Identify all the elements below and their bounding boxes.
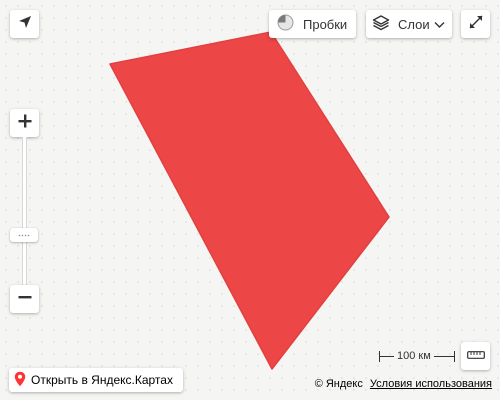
map-pin-icon: [14, 371, 26, 390]
ruler-button[interactable]: [461, 342, 490, 370]
zoom-out-button[interactable]: [10, 285, 39, 313]
copyright-block: © Яндекс Условия использования: [315, 377, 492, 391]
layers-button[interactable]: Слои: [366, 10, 452, 38]
grip-icon: [18, 233, 30, 237]
zoom-slider-handle[interactable]: [10, 228, 38, 242]
plus-icon: [18, 114, 32, 133]
zoom-in-button[interactable]: [10, 109, 39, 137]
open-in-yandex-maps-link[interactable]: Открыть в Яндекс.Картах: [9, 368, 183, 392]
layers-label: Слои: [398, 16, 430, 32]
copyright-text: © Яндекс: [314, 378, 363, 390]
geolocation-button[interactable]: [10, 10, 39, 38]
fullscreen-button[interactable]: [461, 10, 490, 38]
geolocation-arrow-icon: [18, 15, 32, 34]
traffic-light-icon: [277, 14, 294, 34]
highlighted-region-polygon[interactable]: [109, 31, 390, 370]
scale-tick-right: [454, 351, 455, 362]
scale-label: 100 км: [394, 349, 434, 363]
ruler-icon: [466, 347, 485, 365]
traffic-label: Пробки: [303, 16, 348, 32]
layers-icon: [371, 13, 391, 36]
zoom-slider-track[interactable]: [22, 137, 27, 285]
terms-of-use-link[interactable]: Условия использования: [369, 378, 492, 390]
open-in-yandex-maps-label: Открыть в Яндекс.Картах: [31, 373, 173, 387]
traffic-button[interactable]: Пробки: [269, 10, 356, 38]
scale-bar: 100 км: [379, 348, 455, 364]
expand-arrows-icon: [469, 15, 483, 34]
chevron-down-icon: [434, 17, 445, 32]
minus-icon: [18, 290, 32, 309]
scale-tick-left: [379, 351, 380, 362]
